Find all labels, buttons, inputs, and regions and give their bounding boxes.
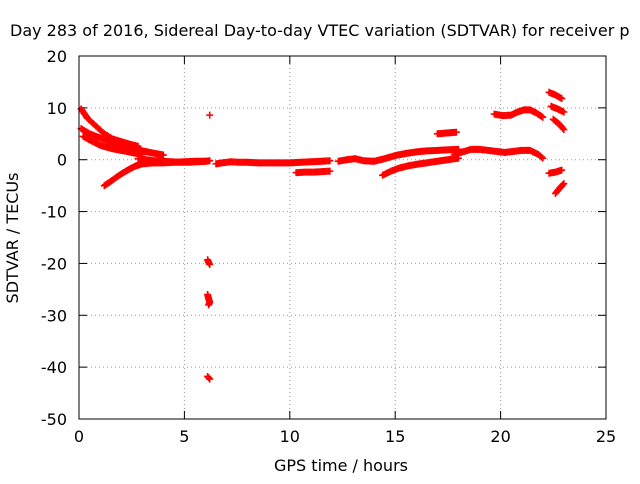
- data-point: [159, 151, 167, 159]
- x-tick-label: 5: [179, 427, 189, 446]
- data-point: [326, 167, 334, 175]
- x-axis-label: GPS time / hours: [274, 456, 408, 475]
- y-tick-label: 20: [47, 47, 67, 66]
- axis-ticks: 0 5 10 15 20 25 -50 -40 -30 -20 -10 0 10 20: [41, 47, 616, 446]
- data-point: [205, 374, 213, 382]
- data-point: [201, 157, 209, 165]
- data-point: [560, 108, 568, 116]
- y-tick-label: -40: [41, 358, 67, 377]
- data-point: [206, 111, 214, 119]
- data-point: [539, 154, 547, 162]
- data-point: [560, 126, 568, 134]
- y-tick-label: -50: [41, 410, 67, 429]
- data-point: [537, 112, 545, 120]
- x-tick-label: 25: [596, 427, 616, 446]
- data-point: [558, 95, 566, 103]
- data-point: [539, 113, 547, 121]
- y-tick-label: 10: [47, 99, 67, 118]
- data-point: [326, 157, 334, 165]
- data-point: [206, 375, 214, 383]
- x-tick-label: 20: [490, 427, 510, 446]
- x-tick-label: 15: [385, 427, 405, 446]
- y-tick-label: 0: [57, 151, 67, 170]
- data-point: [558, 166, 566, 174]
- y-tick-label: -30: [41, 306, 67, 325]
- plot-frame: [78, 55, 607, 420]
- data-point: [559, 181, 567, 189]
- x-tick-label: 0: [74, 427, 84, 446]
- data-point: [205, 301, 213, 309]
- data-point: [560, 180, 568, 188]
- data-point: [206, 260, 214, 268]
- x-tick-label: 10: [280, 427, 300, 446]
- data-point: [537, 153, 545, 161]
- y-tick-label: -20: [41, 254, 67, 273]
- data-points: [77, 88, 568, 383]
- data-point: [452, 128, 460, 136]
- chart-title: Day 283 of 2016, Sidereal Day-to-day VTE…: [10, 21, 630, 40]
- y-axis-label: SDTVAR / TECUs: [3, 173, 22, 304]
- y-tick-label: -10: [41, 203, 67, 222]
- data-point: [559, 124, 567, 132]
